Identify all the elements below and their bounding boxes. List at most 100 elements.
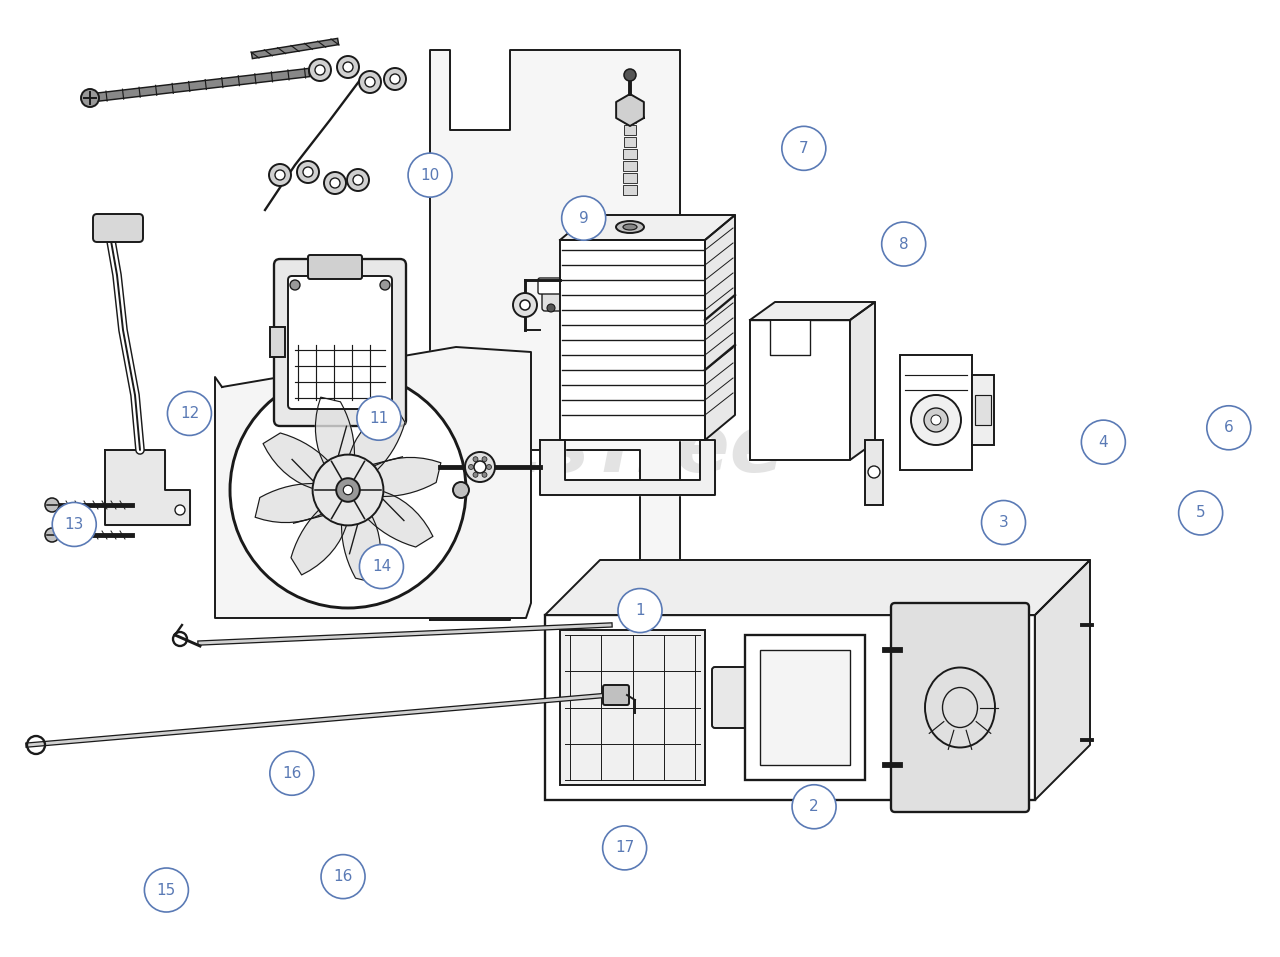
Circle shape bbox=[343, 485, 353, 495]
Circle shape bbox=[390, 74, 399, 84]
Text: 9: 9 bbox=[579, 211, 589, 226]
FancyBboxPatch shape bbox=[900, 355, 972, 470]
FancyBboxPatch shape bbox=[561, 630, 705, 785]
FancyBboxPatch shape bbox=[623, 125, 636, 135]
Circle shape bbox=[343, 62, 353, 72]
Text: PartsTrêe: PartsTrêe bbox=[355, 411, 785, 489]
Text: 13: 13 bbox=[64, 517, 84, 532]
Circle shape bbox=[513, 293, 538, 317]
Polygon shape bbox=[342, 511, 380, 583]
FancyBboxPatch shape bbox=[623, 161, 636, 171]
Ellipse shape bbox=[616, 221, 644, 233]
Circle shape bbox=[270, 751, 314, 795]
Circle shape bbox=[483, 473, 486, 478]
Circle shape bbox=[337, 56, 358, 78]
Circle shape bbox=[474, 456, 477, 461]
Circle shape bbox=[358, 71, 381, 93]
FancyBboxPatch shape bbox=[865, 440, 883, 505]
Circle shape bbox=[297, 161, 319, 183]
Circle shape bbox=[357, 396, 401, 440]
Circle shape bbox=[360, 545, 403, 589]
FancyBboxPatch shape bbox=[745, 635, 865, 780]
Circle shape bbox=[291, 280, 300, 290]
Polygon shape bbox=[264, 433, 332, 490]
Circle shape bbox=[145, 868, 188, 912]
Text: 16: 16 bbox=[282, 766, 302, 781]
Circle shape bbox=[1082, 420, 1125, 464]
Circle shape bbox=[230, 372, 466, 608]
Circle shape bbox=[453, 482, 468, 498]
Text: 7: 7 bbox=[799, 141, 809, 156]
Polygon shape bbox=[705, 215, 735, 440]
Circle shape bbox=[365, 77, 375, 87]
Polygon shape bbox=[255, 483, 328, 523]
Polygon shape bbox=[850, 302, 876, 460]
Circle shape bbox=[337, 478, 360, 501]
Circle shape bbox=[547, 304, 556, 312]
Circle shape bbox=[868, 466, 881, 478]
Polygon shape bbox=[364, 490, 433, 547]
Circle shape bbox=[603, 826, 646, 870]
FancyBboxPatch shape bbox=[288, 276, 392, 409]
Ellipse shape bbox=[623, 224, 637, 230]
Text: 10: 10 bbox=[420, 167, 440, 183]
Circle shape bbox=[308, 59, 332, 81]
Circle shape bbox=[384, 68, 406, 90]
FancyBboxPatch shape bbox=[623, 173, 637, 183]
FancyBboxPatch shape bbox=[623, 185, 637, 195]
FancyBboxPatch shape bbox=[623, 113, 636, 123]
Circle shape bbox=[1179, 491, 1222, 535]
Circle shape bbox=[520, 300, 530, 310]
Text: 1: 1 bbox=[635, 603, 645, 618]
Text: 11: 11 bbox=[369, 411, 389, 426]
Circle shape bbox=[353, 175, 364, 185]
Circle shape bbox=[45, 498, 59, 512]
Circle shape bbox=[168, 391, 211, 435]
Circle shape bbox=[911, 395, 961, 445]
Polygon shape bbox=[369, 457, 440, 497]
Circle shape bbox=[618, 589, 662, 633]
Circle shape bbox=[562, 196, 605, 240]
Circle shape bbox=[380, 280, 390, 290]
Text: 17: 17 bbox=[614, 840, 635, 856]
FancyBboxPatch shape bbox=[760, 650, 850, 765]
FancyBboxPatch shape bbox=[545, 615, 1036, 800]
FancyBboxPatch shape bbox=[975, 395, 991, 425]
Circle shape bbox=[45, 528, 59, 542]
Circle shape bbox=[303, 167, 314, 177]
Circle shape bbox=[474, 473, 477, 478]
Ellipse shape bbox=[465, 452, 495, 482]
Text: 5: 5 bbox=[1196, 505, 1206, 521]
FancyBboxPatch shape bbox=[891, 603, 1029, 812]
Circle shape bbox=[1207, 406, 1251, 450]
Circle shape bbox=[924, 408, 948, 432]
Circle shape bbox=[347, 169, 369, 191]
FancyBboxPatch shape bbox=[308, 255, 362, 279]
FancyBboxPatch shape bbox=[541, 287, 588, 311]
FancyBboxPatch shape bbox=[750, 320, 850, 460]
FancyBboxPatch shape bbox=[712, 667, 756, 728]
Circle shape bbox=[275, 170, 285, 180]
FancyBboxPatch shape bbox=[93, 214, 143, 242]
Circle shape bbox=[408, 153, 452, 197]
Polygon shape bbox=[348, 405, 404, 474]
Circle shape bbox=[81, 89, 99, 107]
Circle shape bbox=[982, 501, 1025, 545]
Polygon shape bbox=[616, 94, 644, 126]
Circle shape bbox=[324, 172, 346, 194]
Ellipse shape bbox=[474, 461, 486, 473]
Polygon shape bbox=[215, 347, 531, 618]
Polygon shape bbox=[1036, 560, 1091, 800]
Text: 12: 12 bbox=[179, 406, 200, 421]
Circle shape bbox=[52, 502, 96, 546]
Circle shape bbox=[486, 464, 492, 470]
Polygon shape bbox=[561, 240, 705, 440]
Circle shape bbox=[269, 164, 291, 186]
Text: 14: 14 bbox=[371, 559, 392, 574]
Text: 15: 15 bbox=[156, 882, 177, 898]
FancyBboxPatch shape bbox=[270, 327, 285, 357]
Polygon shape bbox=[105, 450, 189, 525]
Polygon shape bbox=[561, 215, 735, 240]
Polygon shape bbox=[750, 302, 876, 320]
Circle shape bbox=[175, 505, 186, 515]
